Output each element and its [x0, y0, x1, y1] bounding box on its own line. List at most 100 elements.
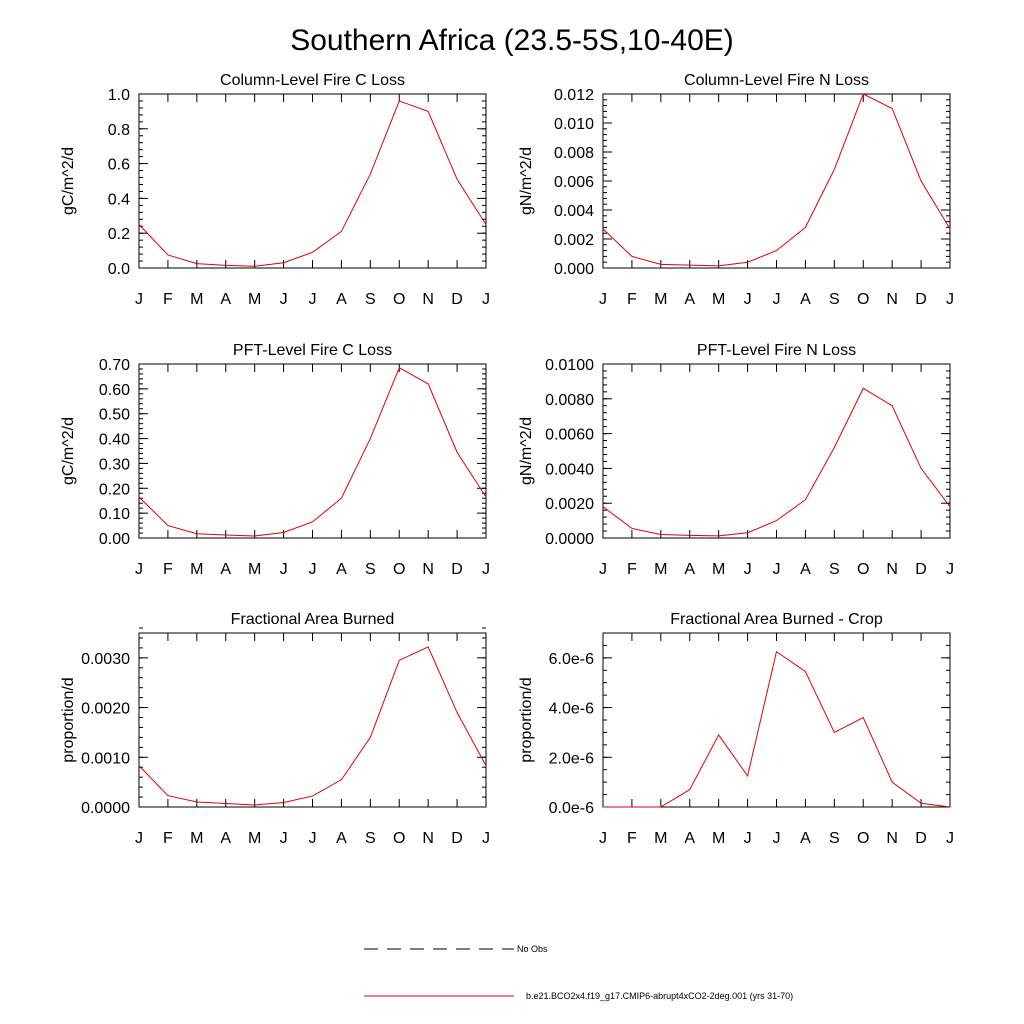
- x-tick-label: S: [365, 561, 376, 578]
- y-tick-label: 0.0080: [545, 392, 594, 409]
- y-tick-label: 0.6: [108, 157, 130, 174]
- series-line-1: [603, 650, 951, 808]
- y-axis-label: gN/m^2/d: [518, 417, 535, 485]
- x-tick-label: J: [744, 561, 752, 578]
- x-tick-label: J: [946, 830, 954, 847]
- x-tick-label: A: [684, 830, 695, 847]
- y-tick-label: 0.70: [99, 357, 130, 374]
- y-tick-label: 0.012: [554, 87, 594, 104]
- x-tick-label: J: [599, 291, 607, 308]
- x-tick-label: J: [309, 561, 317, 578]
- y-axis-label: proportion/d: [518, 677, 535, 762]
- x-tick-label: J: [946, 291, 954, 308]
- x-tick-label: F: [627, 291, 637, 308]
- y-tick-label: 0.4: [108, 191, 130, 208]
- series-line-1: [138, 100, 487, 267]
- x-tick-label: F: [163, 561, 173, 578]
- x-tick-label: D: [915, 830, 927, 847]
- y-tick-label: 0.0: [108, 261, 130, 278]
- x-tick-label: M: [190, 291, 203, 308]
- y-tick-label: 0.00: [99, 531, 130, 548]
- y-tick-label: 0.006: [554, 174, 594, 191]
- y-tick-label: 2.0e-6: [549, 750, 594, 767]
- y-tick-label: 0.10: [99, 506, 130, 523]
- x-tick-label: A: [336, 561, 347, 578]
- x-tick-label: S: [829, 830, 840, 847]
- series-line-1: [602, 93, 951, 267]
- x-tick-label: O: [393, 561, 405, 578]
- x-tick-label: D: [451, 291, 463, 308]
- x-tick-label: J: [482, 830, 490, 847]
- x-tick-label: J: [599, 561, 607, 578]
- x-tick-label: A: [684, 561, 695, 578]
- x-tick-label: F: [627, 830, 637, 847]
- x-tick-label: D: [915, 291, 927, 308]
- y-tick-label: 0.0060: [545, 427, 594, 444]
- x-tick-label: N: [422, 291, 434, 308]
- y-tick-label: 4.0e-6: [549, 701, 594, 718]
- series-line-1: [602, 387, 951, 537]
- plot-frame: [602, 632, 951, 808]
- x-tick-label: A: [336, 830, 347, 847]
- plot-frame: [602, 363, 951, 539]
- panel-title: Column-Level Fire N Loss: [684, 72, 869, 89]
- x-tick-label: O: [857, 561, 869, 578]
- x-tick-label: J: [309, 830, 317, 847]
- y-tick-label: 6.0e-6: [549, 651, 594, 668]
- y-tick-label: 0.50: [99, 407, 130, 424]
- x-tick-label: O: [393, 291, 405, 308]
- x-tick-label: M: [654, 830, 667, 847]
- x-tick-label: A: [336, 291, 347, 308]
- x-tick-label: J: [135, 830, 143, 847]
- x-tick-label: M: [190, 830, 203, 847]
- panel-title: Fractional Area Burned: [231, 611, 395, 628]
- x-tick-label: N: [422, 830, 434, 847]
- x-tick-label: A: [800, 291, 811, 308]
- figure-title: Southern Africa (23.5-5S,10-40E): [290, 24, 734, 57]
- x-tick-label: N: [886, 561, 898, 578]
- legend-model-label: b.e21.BCO2x4.f19_g17.CMIP6-abrupt4xCO2-2…: [526, 991, 793, 1001]
- x-tick-label: F: [163, 291, 173, 308]
- panel-title: PFT-Level Fire N Loss: [697, 342, 856, 359]
- x-tick-label: J: [482, 291, 490, 308]
- x-tick-label: A: [800, 561, 811, 578]
- x-tick-label: O: [857, 830, 869, 847]
- x-tick-label: J: [773, 830, 781, 847]
- y-tick-label: 0.0040: [545, 461, 594, 478]
- x-tick-label: D: [915, 561, 927, 578]
- x-tick-label: D: [451, 561, 463, 578]
- x-tick-label: S: [365, 830, 376, 847]
- x-tick-label: M: [654, 291, 667, 308]
- x-tick-label: A: [684, 291, 695, 308]
- x-tick-label: J: [135, 291, 143, 308]
- x-tick-label: J: [773, 291, 781, 308]
- y-axis-label: gN/m^2/d: [518, 147, 535, 215]
- y-tick-label: 0.0000: [545, 531, 594, 548]
- y-axis-label: proportion/d: [60, 677, 77, 762]
- x-tick-label: M: [712, 830, 725, 847]
- plot-frame: [138, 363, 487, 539]
- x-tick-label: J: [280, 561, 288, 578]
- y-tick-label: 0.40: [99, 432, 130, 449]
- legend: No Obs b.e21.BCO2x4.f19_g17.CMIP6-abrupt…: [364, 944, 793, 1001]
- x-tick-label: A: [220, 830, 231, 847]
- y-axis-label: gC/m^2/d: [60, 147, 77, 215]
- x-tick-label: N: [886, 291, 898, 308]
- y-tick-label: 0.0020: [81, 701, 130, 718]
- plot-frame: [138, 93, 487, 269]
- y-tick-label: 0.010: [554, 116, 594, 133]
- x-tick-label: F: [627, 561, 637, 578]
- x-tick-label: M: [248, 291, 261, 308]
- y-tick-label: 0.004: [554, 203, 594, 220]
- y-tick-label: 0.0010: [81, 750, 130, 767]
- x-tick-label: N: [886, 830, 898, 847]
- x-tick-label: M: [712, 291, 725, 308]
- y-axis-label: gC/m^2/d: [60, 417, 77, 485]
- x-tick-label: J: [946, 561, 954, 578]
- y-tick-label: 0.0100: [545, 357, 594, 374]
- x-tick-label: D: [451, 830, 463, 847]
- y-tick-label: 0.0030: [81, 651, 130, 668]
